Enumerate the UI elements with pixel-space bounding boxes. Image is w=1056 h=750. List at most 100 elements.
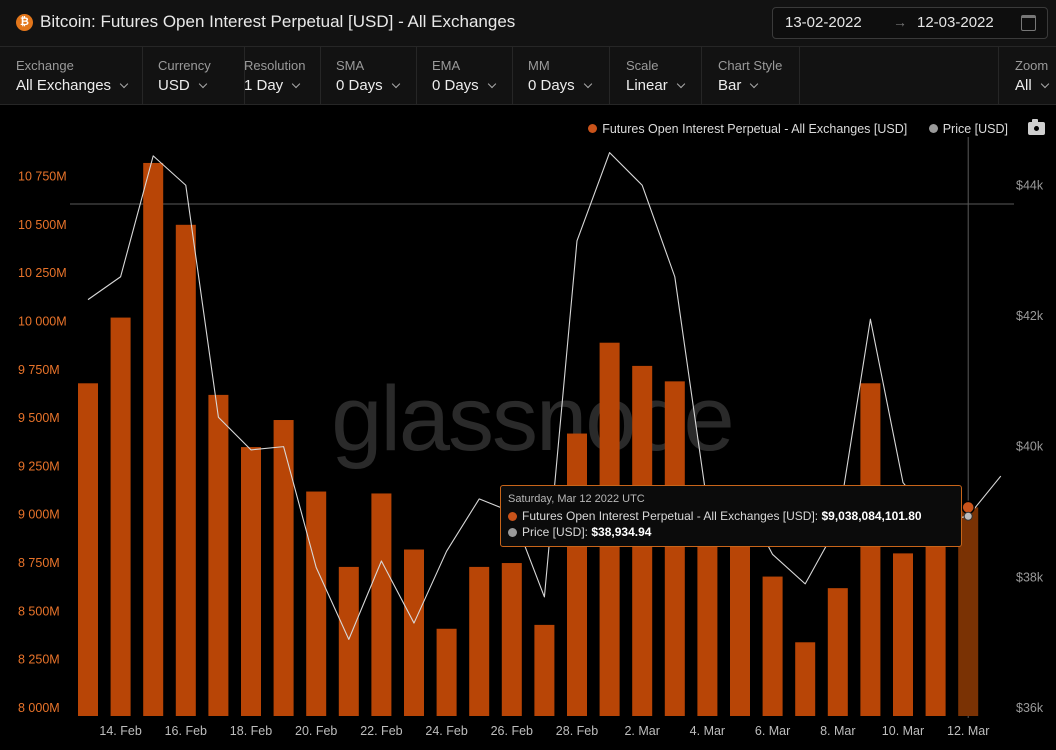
chevron-down-icon xyxy=(487,79,496,89)
right-axis-tick-label: $40k xyxy=(1016,440,1044,454)
left-axis-tick-label: 10 500M xyxy=(18,218,67,232)
left-axis-tick-label: 8 250M xyxy=(18,653,60,667)
chevron-down-icon xyxy=(391,79,400,89)
oi-bar xyxy=(958,507,979,716)
x-axis-tick-label: 24. Feb xyxy=(425,724,467,738)
left-axis-tick-label: 9 250M xyxy=(18,459,60,473)
oi-bar xyxy=(795,642,816,716)
mm-label: MM xyxy=(528,58,550,73)
left-axis-tick-label: 10 750M xyxy=(18,169,67,183)
chevron-down-icon xyxy=(583,79,592,89)
ema-select[interactable]: EMA 0 Days xyxy=(416,47,513,104)
oi-bar xyxy=(762,576,783,716)
exchange-label: Exchange xyxy=(16,58,74,73)
sma-label: SMA xyxy=(336,58,365,73)
x-axis-tick-label: 18. Feb xyxy=(230,724,272,738)
oi-bar xyxy=(208,394,229,716)
x-axis-tick-label: 6. Mar xyxy=(755,724,790,738)
zoom-select[interactable]: Zoom All xyxy=(998,47,1056,104)
arrow-right-icon: → xyxy=(893,14,907,30)
chart-legend: Futures Open Interest Perpetual - All Ex… xyxy=(570,122,1008,136)
oi-bar xyxy=(827,588,848,716)
currency-label: Currency xyxy=(158,58,211,73)
resolution-value: 1 Day xyxy=(244,77,301,94)
x-axis-tick-label: 26. Feb xyxy=(491,724,533,738)
date-to-input[interactable]: 12-03-2022 xyxy=(917,14,994,31)
x-axis-tick-label: 22. Feb xyxy=(360,724,402,738)
oi-bar xyxy=(534,624,555,716)
zoom-label: Zoom xyxy=(1015,58,1049,73)
mm-value: 0 Days xyxy=(528,77,592,94)
chart-style-label: Chart Style xyxy=(718,58,783,73)
x-axis-tick-label: 28. Feb xyxy=(556,724,598,738)
oi-bar xyxy=(110,317,131,716)
legend-item-price[interactable]: Price [USD] xyxy=(928,122,1008,136)
left-axis-tick-label: 10 250M xyxy=(18,266,67,280)
left-axis-tick-label: 8 750M xyxy=(18,556,60,570)
oi-bar xyxy=(404,549,424,716)
legend-item-oi[interactable]: Futures Open Interest Perpetual - All Ex… xyxy=(588,122,907,136)
oi-bar xyxy=(893,553,913,716)
controls-bar: Exchange All Exchanges Currency USD Reso… xyxy=(0,47,1056,105)
left-axis-tick-label: 9 750M xyxy=(18,363,60,377)
date-range-picker[interactable]: 13-02-2022 → 12-03-2022 xyxy=(772,7,1048,39)
x-axis-tick-label: 20. Feb xyxy=(295,724,337,738)
oi-bar xyxy=(143,162,164,716)
resolution-select[interactable]: Resolution 1 Day xyxy=(228,47,321,104)
oi-bar xyxy=(436,628,457,716)
resolution-label: Resolution xyxy=(244,58,306,73)
oi-bar xyxy=(469,566,490,716)
camera-icon[interactable] xyxy=(1028,119,1045,135)
chart-title: Bitcoin: Futures Open Interest Perpetual… xyxy=(40,12,516,31)
legend-dot-oi xyxy=(588,124,598,133)
sma-select[interactable]: SMA 0 Days xyxy=(320,47,417,104)
left-axis-tick-label: 8 000M xyxy=(18,701,60,715)
bitcoin-icon: ₿ xyxy=(16,14,33,31)
tooltip-oi-row: Futures Open Interest Perpetual - All Ex… xyxy=(508,509,922,523)
oi-bar xyxy=(925,535,946,716)
zoom-value: All xyxy=(1015,77,1049,94)
oi-bar xyxy=(306,491,327,716)
left-axis-tick-label: 9 000M xyxy=(18,508,60,522)
oi-bar xyxy=(273,420,294,716)
chevron-down-icon xyxy=(676,79,685,89)
x-axis-tick-label: 8. Mar xyxy=(820,724,855,738)
x-axis-tick-label: 16. Feb xyxy=(165,724,207,738)
mm-select[interactable]: MM 0 Days xyxy=(512,47,610,104)
calendar-icon[interactable] xyxy=(1021,15,1036,31)
left-axis-tick-label: 10 000M xyxy=(18,314,67,328)
scale-select[interactable]: Scale Linear xyxy=(609,47,702,104)
chevron-down-icon xyxy=(198,79,207,89)
chevron-down-icon xyxy=(291,79,301,89)
currency-select[interactable]: Currency USD xyxy=(142,47,245,104)
x-axis-tick-label: 12. Mar xyxy=(947,724,989,738)
right-axis-tick-label: $42k xyxy=(1016,309,1044,323)
chart-style-select[interactable]: Chart Style Bar xyxy=(701,47,800,104)
header-bar: ₿ Bitcoin: Futures Open Interest Perpetu… xyxy=(0,0,1056,47)
ema-value: 0 Days xyxy=(432,77,496,94)
currency-value: USD xyxy=(158,77,207,94)
oi-bar xyxy=(371,493,392,716)
chart-area[interactable]: glassnode 8 000M 8 250M 8 500M 8 750M 9 000M 9… xyxy=(0,105,1056,750)
x-axis-tick-label: 14. Feb xyxy=(99,724,141,738)
chevron-down-icon xyxy=(1040,79,1049,89)
oi-bar xyxy=(697,518,718,716)
date-from-input[interactable]: 13-02-2022 xyxy=(785,14,862,31)
right-axis-tick-label: $36k xyxy=(1016,701,1044,715)
chart-tooltip: Saturday, Mar 12 2022 UTC Futures Open I… xyxy=(500,485,962,547)
oi-bar xyxy=(78,383,98,716)
ema-label: EMA xyxy=(432,58,461,73)
oi-bar xyxy=(730,493,750,716)
scale-label: Scale xyxy=(626,58,659,73)
x-axis-tick-label: 10. Mar xyxy=(882,724,924,738)
oi-bar xyxy=(664,381,685,716)
chart-style-value: Bar xyxy=(718,77,759,94)
oi-bar xyxy=(501,563,522,716)
exchange-value: All Exchanges xyxy=(16,77,129,94)
x-axis-tick-label: 4. Mar xyxy=(690,724,725,738)
oi-bar xyxy=(860,383,881,716)
exchange-select[interactable]: Exchange All Exchanges xyxy=(16,47,143,104)
oi-hover-marker xyxy=(961,500,975,515)
tooltip-date: Saturday, Mar 12 2022 UTC xyxy=(508,493,645,505)
